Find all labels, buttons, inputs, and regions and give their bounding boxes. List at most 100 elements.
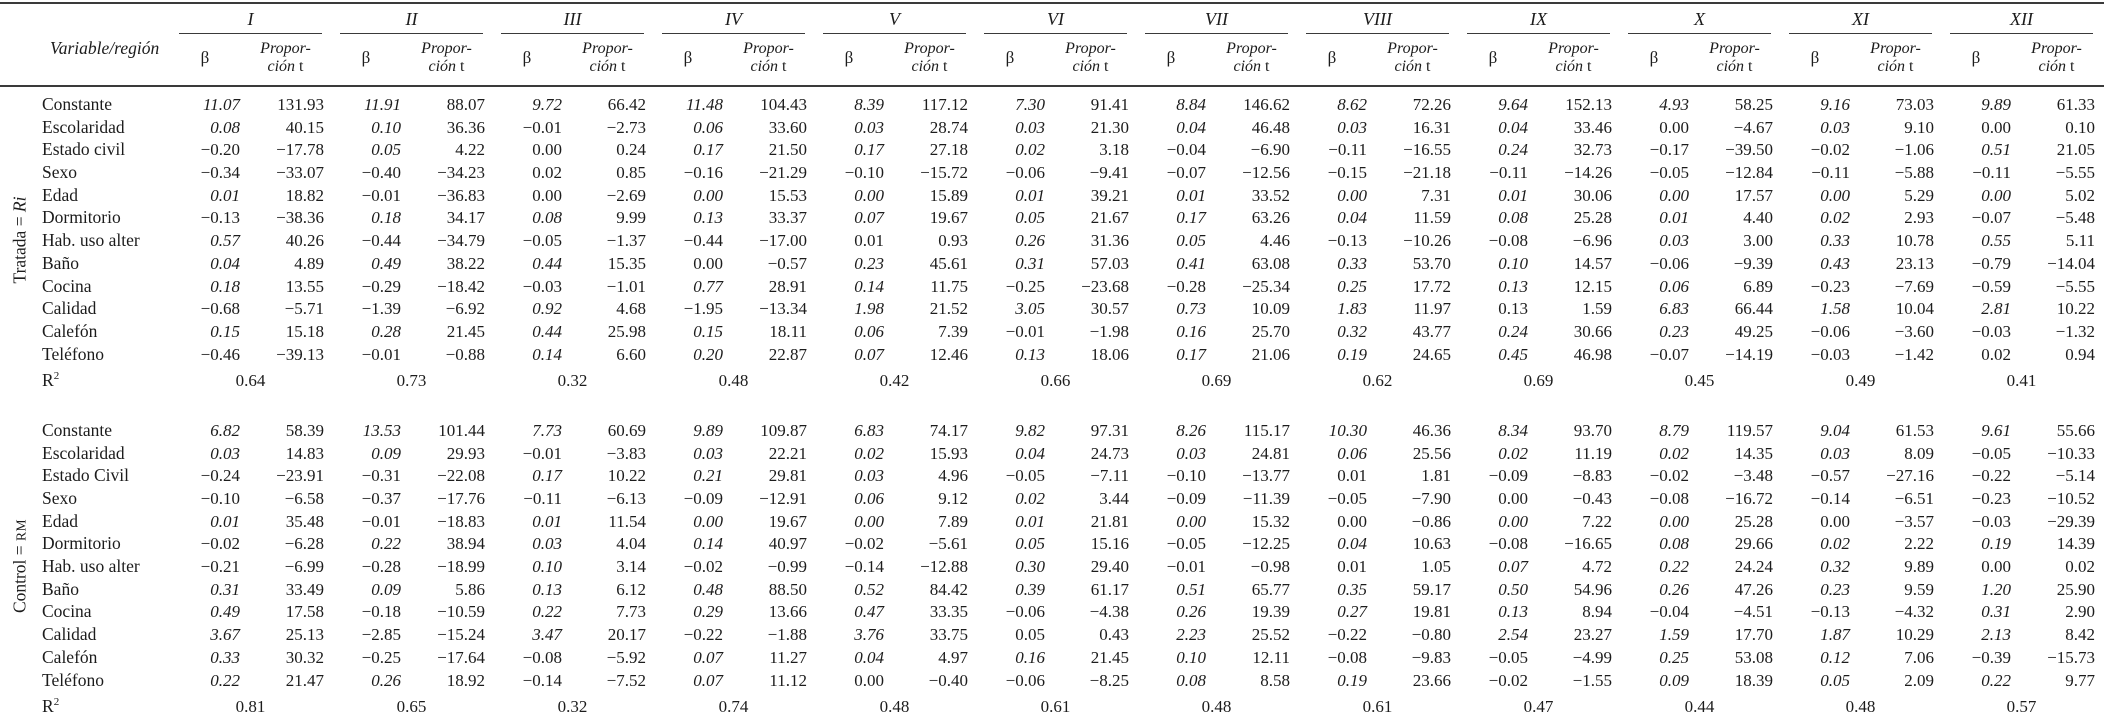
cell-proportion-t: −21.18 (1403, 163, 1451, 183)
cell-beta: 0.05 (371, 140, 401, 160)
region-subheader-VI: β Propor-ción t (975, 40, 1136, 75)
cell-proportion-t: 35.48 (285, 511, 324, 531)
cell-proportion-t: 15.35 (607, 253, 646, 273)
region-III-cell: 0.08 9.99 (492, 207, 653, 230)
cell-beta: 0.23 (1820, 579, 1850, 599)
cell-beta: 0.44 (532, 321, 562, 341)
cell-proportion-t: −17.64 (437, 647, 485, 667)
cell-beta: 0.13 (1498, 602, 1528, 622)
cell-beta: −0.05 (1971, 443, 2011, 463)
cell-beta: 0.01 (210, 511, 240, 531)
region-III-cell: 9.72 66.42 (492, 94, 653, 117)
beta-column-header: β (1488, 48, 1498, 67)
r-squared-value-IV: 0.48 (718, 371, 749, 391)
region-subheader-VIII: β Propor-ción t (1297, 40, 1458, 75)
region-subheader-I: β Propor-ción t (170, 40, 331, 75)
cell-proportion-t: 33.37 (768, 208, 807, 228)
region-V-cell: 0.04 4.97 (814, 647, 975, 670)
cell-proportion-t: 18.92 (446, 670, 485, 690)
region-numeral: V (823, 9, 966, 34)
cell-beta: 0.32 (1820, 557, 1850, 577)
cell-proportion-t: 5.02 (2065, 185, 2095, 205)
cell-beta: 0.01 (1659, 208, 1689, 228)
region-XII-cell: −0.22 −5.14 (1941, 465, 2102, 488)
cell-beta: −0.01 (1005, 321, 1045, 341)
r-squared-value-III: 0.32 (557, 697, 588, 717)
cell-beta: −0.79 (1971, 253, 2011, 273)
cell-beta: 0.01 (854, 231, 884, 251)
cell-proportion-t: 55.66 (2056, 420, 2095, 440)
cell-beta: 0.04 (854, 647, 884, 667)
cell-proportion-t: 46.48 (1251, 117, 1290, 137)
region-III-cell: −0.01 −3.83 (492, 443, 653, 466)
cell-proportion-t: 0.85 (616, 163, 646, 183)
beta-column-header: β (1810, 48, 1820, 67)
region-VIII-cell: −0.08 −9.83 (1297, 647, 1458, 670)
variable-region-header: Variable/región (50, 38, 160, 58)
region-III-cell: 0.22 7.73 (492, 601, 653, 624)
cell-proportion-t: 16.31 (1412, 117, 1451, 137)
region-subheader-XII: β Propor-ción t (1941, 40, 2102, 75)
group-label: Control = RM (9, 519, 30, 614)
region-II-cell: −0.28 −18.99 (331, 556, 492, 579)
cell-beta: −0.01 (361, 344, 401, 364)
region-VI-cell: 0.30 29.40 (975, 556, 1136, 579)
cell-beta: −0.03 (1810, 344, 1850, 364)
cell-beta: 0.07 (1498, 557, 1528, 577)
region-IX-cell: −0.05 −4.99 (1458, 647, 1619, 670)
cell-proportion-t: 19.81 (1412, 602, 1451, 622)
cell-beta: 0.00 (1176, 511, 1206, 531)
panel-tratada: Tratada = Ri Constante 11.07 131.93 11.91 88.… (0, 93, 2104, 390)
region-IV-cell: 0.07 11.27 (653, 647, 814, 670)
cell-proportion-t: −5.61 (928, 534, 968, 554)
region-I-cell: 6.82 58.39 (170, 420, 331, 443)
cell-beta: −0.07 (1649, 344, 1689, 364)
cell-proportion-t: 58.25 (1734, 95, 1773, 114)
cell-proportion-t: 49.25 (1734, 321, 1773, 341)
region-V-cell: 0.07 19.67 (814, 207, 975, 230)
region-IV-cell: 0.06 33.60 (653, 117, 814, 140)
r-squared-value-VI: 0.61 (1040, 697, 1071, 717)
beta-column-header: β (844, 48, 854, 67)
region-X-cell: 0.23 49.25 (1619, 321, 1780, 344)
cell-beta: 0.33 (1337, 253, 1367, 273)
cell-beta: −0.59 (1971, 276, 2011, 296)
region-X-cell: −0.04 −4.51 (1619, 601, 1780, 624)
region-V-cell: 0.03 28.74 (814, 117, 975, 140)
variable-label: Escolaridad (42, 116, 125, 137)
region-V-cell: 0.01 0.93 (814, 230, 975, 253)
cell-beta: −0.22 (1327, 625, 1367, 645)
table-row: Dormitorio −0.13 −38.36 0.18 34.17 0.08 9.99 0.… (0, 206, 2104, 229)
cell-beta: 0.00 (1981, 557, 2011, 577)
region-subheader-V: β Propor-ción t (814, 40, 975, 75)
cell-proportion-t: 14.83 (285, 443, 324, 463)
cell-proportion-t: 40.26 (285, 231, 324, 251)
cell-beta: 0.51 (1981, 140, 2011, 160)
region-I-cell: 0.49 17.58 (170, 601, 331, 624)
cell-beta: 0.23 (1659, 321, 1689, 341)
region-XI-cell: 0.03 8.09 (1780, 443, 1941, 466)
region-III-cell: 0.10 3.14 (492, 556, 653, 579)
region-VIII-cell: 0.03 16.31 (1297, 117, 1458, 140)
cell-beta: 8.26 (1176, 420, 1206, 440)
cell-beta: 0.05 (1015, 534, 1045, 554)
cell-beta: −0.10 (1166, 466, 1206, 486)
cell-proportion-t: 4.97 (938, 647, 968, 667)
cell-beta: 0.03 (532, 534, 562, 554)
r-squared-value-XII: 0.41 (2006, 371, 2037, 391)
cell-proportion-t: 131.93 (277, 95, 324, 114)
cell-proportion-t: 146.62 (1243, 95, 1290, 114)
cell-beta: 0.03 (1015, 117, 1045, 137)
cell-beta: −0.37 (361, 489, 401, 508)
cell-proportion-t: −34.23 (437, 163, 485, 183)
region-subheader-XI: β Propor-ción t (1780, 40, 1941, 75)
region-II-cell: −0.29 −18.42 (331, 276, 492, 299)
variable-label: Edad (42, 510, 78, 531)
cell-proportion-t: −39.50 (1725, 140, 1773, 160)
region-IV-cell: 0.14 40.97 (653, 533, 814, 556)
beta-column-header: β (1166, 48, 1176, 67)
cell-proportion-t: 21.47 (285, 670, 324, 690)
cell-beta: 0.16 (1176, 321, 1206, 341)
cell-proportion-t: 23.66 (1412, 670, 1451, 690)
region-II-cell: 0.18 34.17 (331, 207, 492, 230)
